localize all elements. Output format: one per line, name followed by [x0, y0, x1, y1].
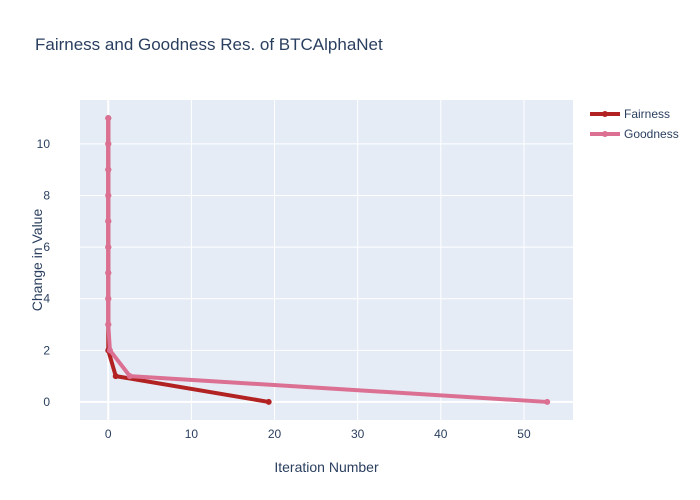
- legend-item-fairness[interactable]: Fairness: [590, 107, 670, 121]
- legend-label: Goodness: [624, 127, 679, 141]
- plot-area: [80, 100, 573, 420]
- x-tick-label: 10: [185, 427, 199, 441]
- goodness-point: [105, 115, 112, 122]
- goodness-point: [105, 140, 112, 147]
- y-tick-label: 4: [43, 292, 50, 306]
- goodness-point: [105, 244, 112, 251]
- goodness-point: [544, 398, 551, 405]
- goodness-point: [105, 295, 112, 302]
- y-tick-label: 0: [43, 395, 50, 409]
- goodness-point: [105, 166, 112, 173]
- legend-label: Fairness: [624, 107, 670, 121]
- x-axis-title: Iteration Number: [274, 459, 379, 475]
- y-tick-label: 6: [43, 240, 50, 254]
- x-tick-label: 40: [434, 427, 448, 441]
- goodness-point: [106, 347, 113, 354]
- y-axis-title: Change in Value: [29, 209, 45, 312]
- grid-lines: [80, 100, 573, 420]
- fairness-point: [265, 398, 272, 405]
- goodness-point: [105, 321, 112, 328]
- legend[interactable]: Fairness Goodness: [590, 107, 679, 141]
- legend-marker: [602, 111, 608, 117]
- legend-item-goodness[interactable]: Goodness: [590, 127, 679, 141]
- goodness-line: [106, 116, 550, 404]
- x-tick-label: 20: [268, 427, 282, 441]
- tick-labels: 0 10 20 30 40 50 0 2 4 6 8 10: [37, 137, 531, 441]
- y-tick-label: 10: [37, 137, 51, 151]
- goodness-point: [126, 373, 133, 380]
- goodness-point: [105, 192, 112, 199]
- x-tick-label: 0: [105, 427, 112, 441]
- series-goodness: [105, 115, 551, 405]
- x-tick-label: 30: [351, 427, 365, 441]
- goodness-point: [105, 269, 112, 276]
- goodness-point: [105, 218, 112, 225]
- series-layer: [105, 115, 551, 405]
- y-tick-label: 8: [43, 188, 50, 202]
- fairness-point: [112, 373, 119, 380]
- x-tick-label: 50: [517, 427, 531, 441]
- y-tick-label: 2: [43, 343, 50, 357]
- legend-marker: [602, 131, 608, 137]
- chart-title: Fairness and Goodness Res. of BTCAlphaNe…: [35, 35, 383, 54]
